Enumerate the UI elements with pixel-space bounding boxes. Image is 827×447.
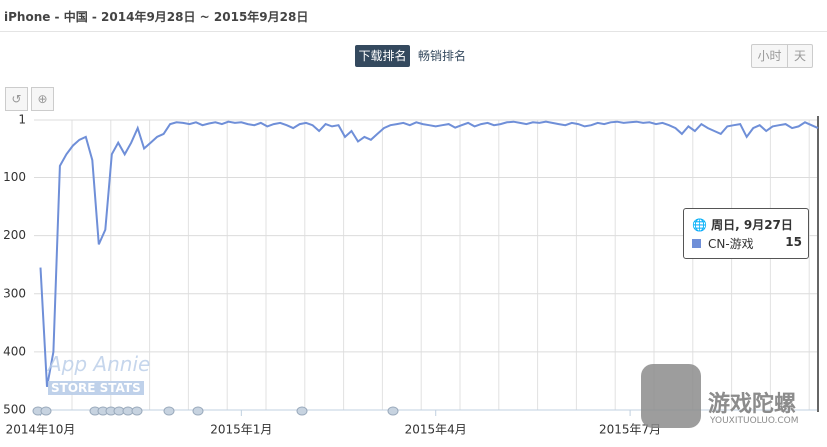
y-tick-label: 400 [3, 344, 26, 358]
hour-button[interactable]: 小时 [751, 44, 788, 68]
tooltip-date: 🌐 周日, 9月27日 [692, 218, 793, 232]
brand-url: YOUXITUOLUO.COM [710, 416, 799, 426]
annotation-icon [192, 406, 204, 416]
y-tick-label: 1 [18, 113, 26, 127]
y-tick-label: 200 [3, 228, 26, 242]
y-tick-label: 100 [3, 170, 26, 184]
x-tick-label: 2015年4月 [405, 423, 467, 437]
brand-watermark: 游戏陀螺 [708, 392, 797, 417]
tooltip-swatch [692, 239, 701, 248]
tooltip-value: 15 [785, 235, 802, 249]
app-annie-watermark: App Annie [48, 352, 151, 376]
zoom-button[interactable]: ⊕ [31, 87, 54, 111]
tooltip-date-text: 周日, 9月27日 [711, 218, 793, 232]
annotation-icon [40, 406, 52, 416]
x-tick-label: 2014年10月 [6, 423, 76, 437]
tooltip: 🌐 周日, 9月27日 CN-游戏 15 [683, 208, 809, 259]
tab-grossing[interactable]: 畅销排名 [418, 49, 467, 63]
annotation-icon [387, 406, 399, 416]
reset-button[interactable]: ↺ [5, 87, 28, 111]
store-stats-watermark: STORE STATS [48, 381, 144, 395]
day-button[interactable]: 天 [787, 44, 813, 68]
y-tick-label: 300 [3, 286, 26, 300]
x-tick-label: 2015年1月 [210, 423, 272, 437]
annotation-icon [131, 406, 143, 416]
series-line [39, 120, 819, 387]
y-tick-label: 500 [3, 403, 26, 417]
brand-logo [641, 364, 701, 428]
header-rule [0, 31, 827, 32]
tooltip-series: CN-游戏 [708, 237, 754, 251]
header: iPhone - 中国 - 2014年9月28日 ~ 2015年9月28日 [4, 10, 309, 24]
tab-downloads[interactable]: 下载排名 [355, 45, 410, 67]
annotation-icon [296, 406, 308, 416]
annotation-icon [163, 406, 175, 416]
